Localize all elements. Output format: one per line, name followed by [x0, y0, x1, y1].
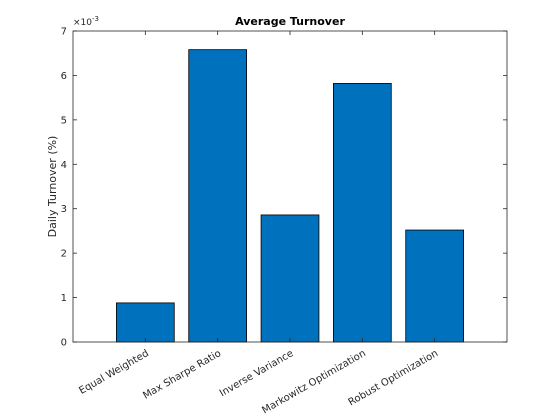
y-tick-label: 4	[61, 160, 67, 171]
exponent-power: -3	[92, 15, 99, 23]
y-tick-label: 1	[61, 293, 67, 304]
y-axis-exponent: ×10-3	[73, 15, 99, 28]
bar	[260, 214, 320, 343]
x-tick-label: Inverse Variance	[218, 348, 296, 399]
chart-title: Average Turnover	[235, 15, 345, 28]
y-tick-label: 6	[61, 71, 67, 82]
y-tick-label: 7	[61, 27, 67, 38]
x-tick-label: Max Sharpe Ratio	[141, 348, 223, 402]
bar	[332, 83, 392, 343]
exponent-base: ×10	[73, 18, 92, 28]
y-tick-label: 3	[61, 204, 67, 215]
y-tick-label: 2	[61, 249, 67, 260]
bar	[116, 302, 175, 343]
axes-box	[72, 30, 508, 343]
y-tick-label: 5	[61, 115, 67, 126]
bar	[188, 49, 248, 343]
bar-group	[116, 49, 465, 343]
y-axis-label: Daily Turnover (%)	[46, 136, 59, 238]
y-axis-ticks: 0 1 2 3 4 5 6 7	[61, 27, 507, 349]
x-tick-label: Equal Weighted	[77, 348, 150, 397]
bar	[405, 229, 465, 343]
y-tick-label: 0	[61, 338, 67, 349]
